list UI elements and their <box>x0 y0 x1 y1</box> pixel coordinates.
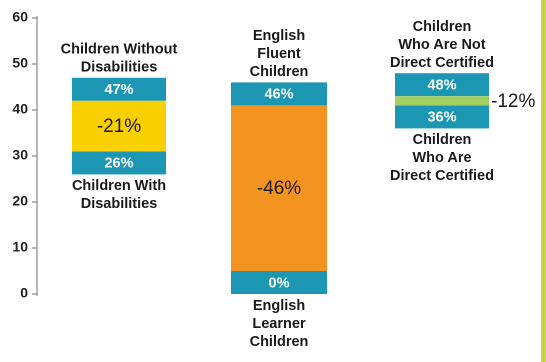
caption-top-line: Children <box>413 19 472 35</box>
caption-top-line: Children Without <box>61 42 178 58</box>
endpoint-box-bottom <box>395 105 489 129</box>
y-tick-label: 60 <box>12 9 28 25</box>
gap-bar <box>231 105 327 272</box>
right-edge-strip <box>541 0 546 362</box>
caption-bottom-line: Children <box>250 334 309 350</box>
caption-top-line: Fluent <box>257 46 301 62</box>
gap-label: -21% <box>97 116 141 137</box>
gap-bar <box>395 96 489 106</box>
caption-top-line: Direct Certified <box>390 55 494 71</box>
endpoint-label-top: 47% <box>104 82 133 98</box>
gap-bar <box>72 100 166 152</box>
caption-top-line: Who Are Not <box>398 37 485 53</box>
endpoint-label-bottom: 0% <box>269 275 290 291</box>
endpoint-label-top: 46% <box>264 87 293 103</box>
endpoint-box-top <box>231 82 327 106</box>
caption-bottom-line: Who Are <box>412 150 471 166</box>
caption-top-line: Children <box>250 64 309 80</box>
endpoint-label-bottom: 36% <box>427 110 456 126</box>
y-tick-label: 0 <box>20 285 28 301</box>
endpoint-label-bottom: 26% <box>104 156 133 172</box>
gap-label: -12% <box>491 91 535 112</box>
y-tick-label: 20 <box>12 193 28 209</box>
endpoint-box-bottom <box>72 151 166 175</box>
endpoint-box-top <box>72 77 166 101</box>
caption-top-line: Disabilities <box>81 60 158 76</box>
y-tick-label: 50 <box>12 55 28 71</box>
y-tick-label: 40 <box>12 101 28 117</box>
caption-bottom-line: English <box>253 298 305 314</box>
caption-bottom-line: Children With <box>72 178 166 194</box>
caption-bottom-line: Direct Certified <box>390 168 494 184</box>
caption-bottom-line: Disabilities <box>81 196 158 212</box>
y-tick-label: 10 <box>12 239 28 255</box>
caption-top-line: English <box>253 28 305 44</box>
y-tick-label: 30 <box>12 147 28 163</box>
gap-label: -46% <box>257 178 301 199</box>
caption-bottom-line: Learner <box>252 316 306 332</box>
endpoint-label-top: 48% <box>427 78 456 94</box>
caption-bottom-line: Children <box>413 132 472 148</box>
endpoint-box-top <box>395 73 489 97</box>
endpoint-box-bottom <box>231 271 327 294</box>
